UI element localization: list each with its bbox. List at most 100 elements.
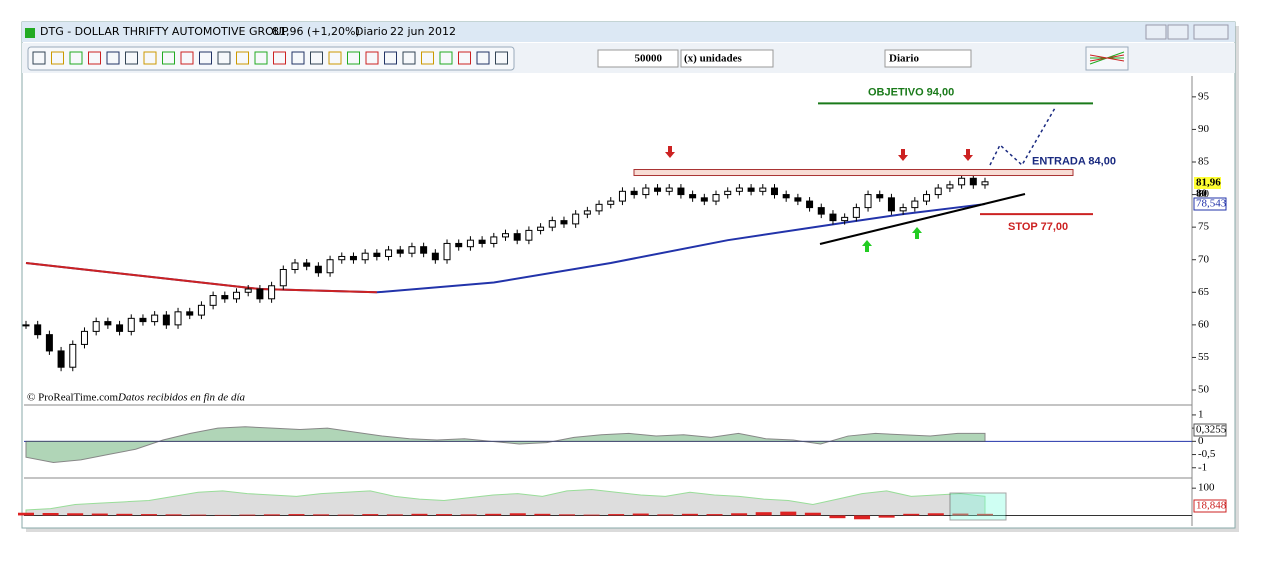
tool-icon[interactable] — [106, 51, 120, 65]
candle — [817, 207, 825, 215]
histogram-bar — [18, 512, 34, 516]
unit: (x) unidades — [684, 53, 742, 65]
tool-icon[interactable] — [180, 51, 194, 65]
tool-icon[interactable] — [458, 51, 471, 65]
tool-icon[interactable] — [88, 51, 101, 65]
histogram-bar — [952, 513, 969, 516]
tool-icon[interactable] — [51, 51, 64, 65]
indicator-icon — [1089, 54, 1125, 62]
tool-icon[interactable] — [32, 51, 46, 65]
candle — [303, 262, 311, 267]
y-tick-label: 85 — [1198, 156, 1210, 168]
candle — [724, 190, 732, 196]
tool-icon[interactable] — [384, 51, 397, 65]
histogram-bar — [91, 513, 108, 516]
window-period: Diario — [355, 25, 388, 38]
candle — [34, 324, 42, 336]
tool-icon[interactable] — [199, 51, 212, 65]
last-tick: 80 — [1196, 188, 1208, 200]
candle — [525, 229, 533, 241]
histogram-bar — [706, 514, 723, 516]
tool-icon[interactable] — [69, 51, 83, 65]
watermark: © ProRealTime.com — [27, 392, 119, 404]
candle — [583, 210, 591, 215]
y-tick-label: 0 — [1198, 435, 1204, 447]
close-button[interactable] — [1193, 24, 1229, 40]
tool-icon[interactable] — [291, 51, 305, 65]
candle — [338, 255, 346, 261]
y-tick-label: -0,5 — [1198, 448, 1216, 460]
minimize-button[interactable] — [1145, 24, 1167, 40]
last-price-box — [1194, 177, 1221, 189]
candle — [618, 190, 626, 202]
candle — [946, 184, 954, 189]
app-icon — [25, 28, 35, 38]
tool-icon[interactable] — [476, 51, 490, 65]
candle — [923, 194, 931, 202]
candle — [385, 249, 393, 257]
candle — [747, 187, 755, 192]
tool-icon[interactable] — [365, 51, 379, 65]
signal-arrow — [912, 227, 922, 239]
candle — [829, 213, 837, 222]
last-price: 81,96 — [1196, 177, 1221, 189]
window-price: 81,96 (+1,20%) — [272, 25, 360, 38]
window-date: 22 jun 2012 — [390, 25, 456, 38]
candle — [92, 321, 100, 332]
candle — [478, 239, 486, 244]
histogram-bar — [214, 514, 231, 516]
candle — [174, 311, 182, 326]
timeframe-select[interactable] — [884, 49, 972, 68]
tool-icon[interactable] — [421, 51, 434, 65]
histogram-bar — [534, 513, 551, 516]
stop-label: STOP 77,00 — [1008, 221, 1068, 233]
candle — [455, 242, 463, 248]
histogram-bar — [485, 513, 502, 516]
candle — [443, 242, 451, 261]
tool-icon[interactable] — [347, 51, 360, 65]
candle — [595, 203, 603, 212]
candle — [770, 187, 778, 196]
tool-icon[interactable] — [162, 51, 175, 65]
quantity-input[interactable] — [597, 49, 679, 68]
histogram-bar — [657, 514, 674, 516]
candle — [841, 216, 849, 222]
histogram-bar — [239, 514, 256, 516]
candle — [934, 187, 942, 196]
ma-label: 78,543 — [1196, 198, 1227, 210]
histogram-bar — [854, 515, 871, 520]
maximize-button[interactable] — [1167, 24, 1189, 40]
tool-icon[interactable] — [236, 51, 249, 65]
tool-icon[interactable] — [254, 51, 268, 65]
quantity: 50000 — [635, 53, 663, 65]
tool-icon[interactable] — [125, 51, 138, 65]
tool-icon[interactable] — [143, 51, 157, 65]
candle — [349, 255, 357, 261]
histogram-bar — [829, 515, 846, 519]
candle — [607, 200, 615, 205]
signal-arrow — [898, 149, 908, 161]
candle — [209, 295, 217, 306]
tool-icon[interactable] — [310, 51, 323, 65]
tool-icon[interactable] — [495, 51, 508, 65]
entrada-label: ENTRADA 84,00 — [1032, 155, 1116, 167]
tool-icon[interactable] — [439, 51, 453, 65]
histogram-bar — [116, 513, 133, 516]
tool-icon[interactable] — [402, 51, 416, 65]
oscillator-area — [25, 426, 986, 463]
tool-icon[interactable] — [328, 51, 342, 65]
candle — [794, 197, 802, 202]
tool-icon[interactable] — [273, 51, 286, 65]
tool-icon[interactable] — [217, 51, 231, 65]
histogram-bar — [140, 514, 157, 516]
unit-select[interactable] — [680, 49, 774, 68]
y-tick-label: 60 — [1198, 318, 1210, 330]
histogram-bar — [632, 513, 649, 516]
candle — [221, 295, 229, 300]
candle — [981, 181, 989, 186]
candle — [396, 249, 404, 254]
histogram-bar — [927, 513, 944, 516]
candle — [373, 252, 381, 257]
candle — [712, 194, 720, 202]
